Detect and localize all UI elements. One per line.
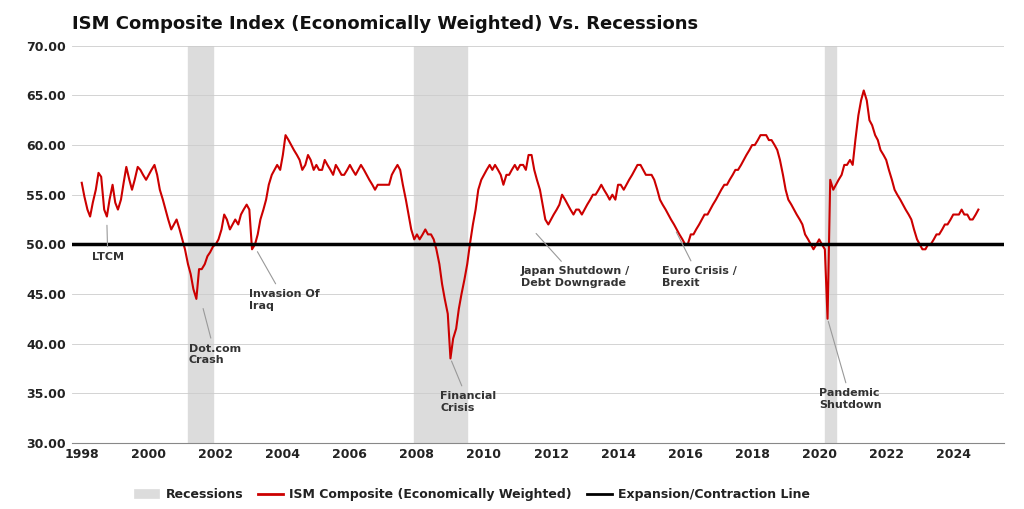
Text: Financial
Crisis: Financial Crisis	[440, 361, 497, 413]
Text: Pandemic
Shutdown: Pandemic Shutdown	[819, 321, 882, 410]
Text: Invasion Of
Iraq: Invasion Of Iraq	[249, 251, 321, 310]
Text: Dot.com
Crash: Dot.com Crash	[189, 308, 241, 365]
Legend: Recessions, ISM Composite (Economically Weighted), Expansion/Contraction Line: Recessions, ISM Composite (Economically …	[129, 483, 815, 506]
Bar	[415, 46, 467, 443]
Text: Euro Crisis /
Brexit: Euro Crisis / Brexit	[662, 232, 736, 288]
Text: LTCM: LTCM	[92, 225, 124, 262]
Text: Japan Shutdown /
Debt Downgrade: Japan Shutdown / Debt Downgrade	[521, 234, 630, 288]
Text: ISM Composite Index (Economically Weighted) Vs. Recessions: ISM Composite Index (Economically Weight…	[72, 15, 697, 33]
Bar	[188, 46, 213, 443]
Bar	[825, 46, 836, 443]
